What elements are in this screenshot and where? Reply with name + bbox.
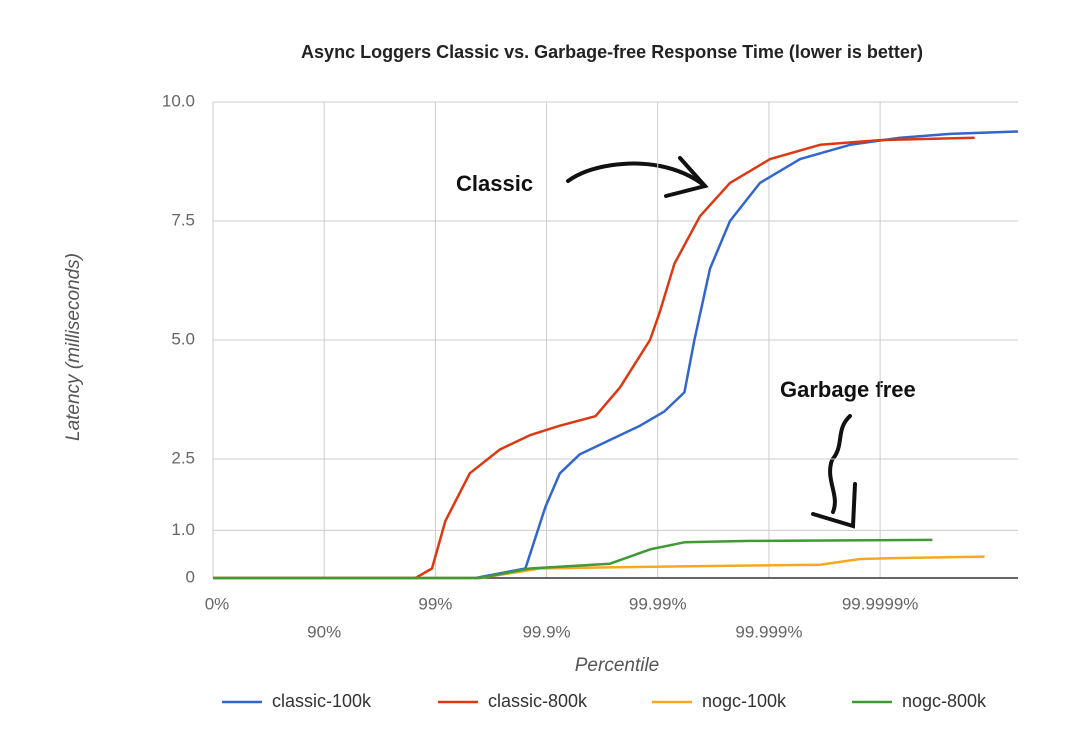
y-tick-label: 5.0 xyxy=(171,329,195,348)
arrow-head xyxy=(664,156,709,198)
annotation-arrows xyxy=(566,156,857,529)
x-tick-label: 99.9999% xyxy=(842,594,919,613)
x-tick-label: 99.999% xyxy=(735,622,802,641)
legend-label: nogc-800k xyxy=(902,691,987,711)
series-line xyxy=(213,555,985,580)
x-tick-label: 90% xyxy=(307,622,341,641)
chart-title: Async Loggers Classic vs. Garbage-free R… xyxy=(301,42,923,62)
y-tick-label: 2.5 xyxy=(171,448,195,467)
y-tick-label: 0 xyxy=(186,567,195,586)
x-tick-label: 99.9% xyxy=(522,622,570,641)
arrow xyxy=(828,414,852,514)
annotation: Classic xyxy=(456,171,533,196)
legend-label: classic-800k xyxy=(488,691,588,711)
arrow xyxy=(566,161,707,188)
legend-label: nogc-100k xyxy=(702,691,787,711)
x-axis-label: Percentile xyxy=(575,655,660,676)
y-axis-label: Latency (milliseconds) xyxy=(63,253,84,441)
x-tick-label: 99.99% xyxy=(629,594,687,613)
arrow-head xyxy=(811,482,857,529)
legend-label: classic-100k xyxy=(272,691,372,711)
series-line xyxy=(213,136,975,580)
y-tick-label: 1.0 xyxy=(171,520,195,539)
x-tick-label: 0% xyxy=(205,594,230,613)
y-tick-label: 10.0 xyxy=(162,91,195,110)
series-line xyxy=(213,130,1019,580)
annotation: Garbage free xyxy=(780,377,916,402)
series-line xyxy=(213,538,933,580)
y-tick-label: 7.5 xyxy=(171,210,195,229)
x-tick-label: 99% xyxy=(418,594,452,613)
